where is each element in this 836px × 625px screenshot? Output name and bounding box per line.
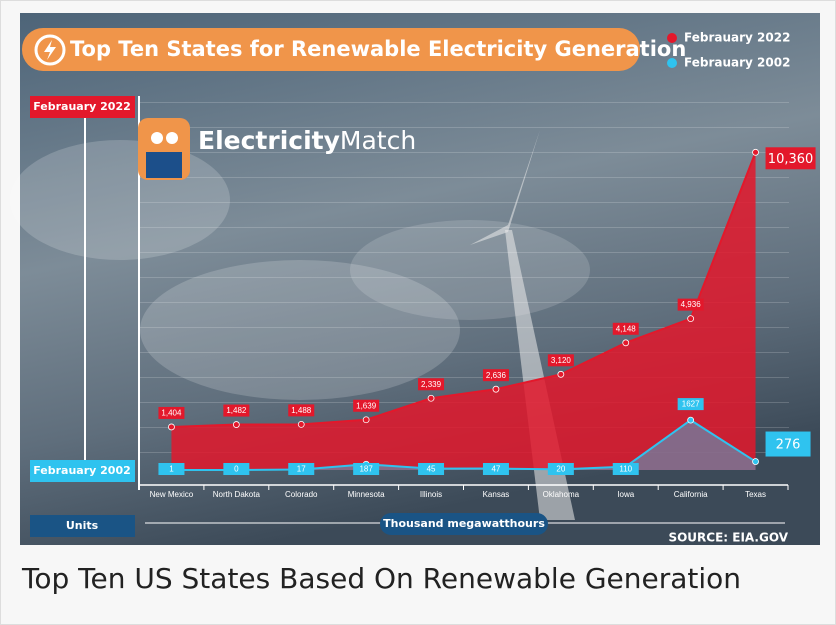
series-tag-label: Febrauary 2022 [33,100,131,113]
point [688,417,694,423]
value-label: 10,360 [768,152,814,167]
value-label: 4,148 [616,324,637,333]
point [623,340,629,346]
point [493,386,499,392]
value-label: 2,339 [421,380,442,389]
brand-bold: Electricity [198,126,340,155]
x-tick-label: California [674,490,708,499]
point [168,424,174,430]
value-label: 1,488 [291,406,312,415]
series-tag-label: Febrauary 2002 [33,464,131,477]
x-tick-label: North Dakota [213,490,261,499]
value-label: 110 [619,465,632,474]
point [753,149,759,155]
value-label: 0 [234,465,239,474]
value-label: 3,120 [551,356,572,365]
legend-swatch [667,58,677,68]
point [363,417,369,423]
x-tick-label: Colorado [285,490,318,499]
x-tick-label: New Mexico [150,490,194,499]
units-label: Units [66,519,99,532]
value-label: 1,404 [161,409,182,418]
page: Top Ten States for Renewable Electricity… [0,0,836,625]
value-label: 1 [169,465,174,474]
point [753,459,759,465]
value-label: 47 [491,465,500,474]
value-label: 17 [297,465,306,474]
x-tick-label: Kansas [483,490,510,499]
x-tick-label: Illinois [420,490,442,499]
mascot [146,152,182,178]
mascot [166,132,178,144]
brand: ElectricityMatch [198,126,416,155]
point [558,371,564,377]
chart-title: Top Ten States for Renewable Electricity… [70,37,686,61]
point [428,395,434,401]
value-label: 20 [556,465,565,474]
value-label: 276 [776,438,801,453]
mascot [151,132,163,144]
point [298,421,304,427]
point [233,422,239,428]
value-label: 45 [427,465,436,474]
caption: Top Ten US States Based On Renewable Gen… [21,562,741,595]
x-tick-label: Minnesota [348,490,385,499]
value-label: 2,636 [486,371,507,380]
value-label: 1,639 [356,401,377,410]
x-tick-label: Oklahoma [543,490,580,499]
brand-light: Match [340,126,416,155]
source: SOURCE: EIA.GOV [668,531,788,545]
point [688,316,694,322]
value-label: 4,936 [681,300,702,309]
y-unit: Thousand megawatthours [383,517,545,530]
x-tick-label: Texas [745,490,766,499]
legend-label: Febrauary 2022 [684,31,790,45]
value-label: 1627 [682,400,700,409]
value-label: 187 [359,465,373,474]
x-tick-label: Iowa [617,490,634,499]
legend-swatch [667,33,677,43]
legend-label: Febrauary 2002 [684,56,790,70]
value-label: 1,482 [226,406,247,415]
